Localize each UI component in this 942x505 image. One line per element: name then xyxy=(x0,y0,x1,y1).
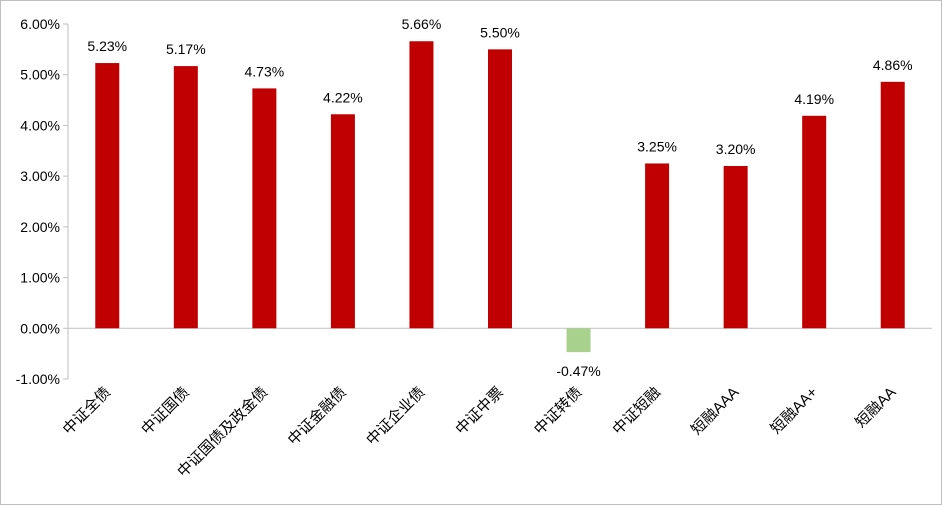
y-tick-label: 1.00% xyxy=(20,270,60,286)
x-category-label: 中证全债 xyxy=(59,383,114,438)
y-tick-label: 0.00% xyxy=(20,320,60,336)
bar xyxy=(330,114,355,329)
data-label: 3.20% xyxy=(716,141,756,157)
y-tick-label: 6.00% xyxy=(20,16,60,32)
x-category-label: 中证短融 xyxy=(609,384,663,438)
y-tick-label: -1.00% xyxy=(16,371,60,387)
bar xyxy=(488,49,512,329)
y-tick-label: 5.00% xyxy=(20,67,60,83)
data-label: 5.50% xyxy=(480,24,520,40)
data-label: 5.66% xyxy=(402,16,442,32)
x-category-label: 中证国债 xyxy=(138,384,192,438)
bar xyxy=(173,66,198,329)
x-category-label: 短融AA+ xyxy=(767,384,821,438)
x-category-label: 中证金融债 xyxy=(285,384,350,449)
x-category-label: 中证企业债 xyxy=(363,383,429,449)
bar xyxy=(95,63,120,329)
bar xyxy=(880,81,905,329)
x-category-label: 短融AAA xyxy=(688,384,742,438)
data-label: -0.47% xyxy=(556,363,600,379)
data-label: 3.25% xyxy=(637,138,677,154)
y-tick-label: 3.00% xyxy=(20,168,60,184)
data-label: 5.23% xyxy=(87,38,127,54)
bar xyxy=(723,166,748,329)
y-tick-label: 4.00% xyxy=(20,117,60,133)
bar xyxy=(645,163,670,329)
bar xyxy=(566,328,591,353)
data-label: 4.22% xyxy=(323,89,363,105)
data-label: 5.17% xyxy=(166,41,206,57)
data-label: 4.86% xyxy=(873,57,913,73)
x-category-label: 中证转债 xyxy=(531,384,585,438)
data-label: 4.19% xyxy=(794,91,834,107)
bar xyxy=(252,88,277,329)
x-category-label: 短融AA xyxy=(852,384,899,431)
data-label: 4.73% xyxy=(245,63,285,79)
x-category-label: 中证中票 xyxy=(452,384,506,438)
bar xyxy=(409,41,434,329)
y-tick-label: 2.00% xyxy=(20,219,60,235)
bar xyxy=(802,115,827,329)
